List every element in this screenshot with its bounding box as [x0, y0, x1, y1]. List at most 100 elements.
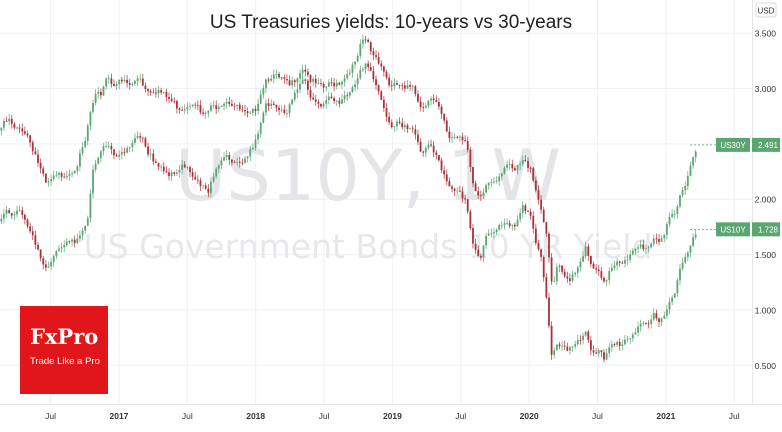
candle-body: [582, 335, 584, 341]
candle-body: [141, 137, 144, 139]
candle-body: [272, 74, 275, 79]
candle-body: [626, 259, 629, 261]
candle-body: [663, 234, 666, 239]
candle-body: [155, 161, 157, 163]
candle-body: [147, 146, 149, 155]
symbol-badge: [716, 137, 750, 152]
candle-body: [322, 103, 325, 107]
watermark-symbol: US10Y, 1W: [175, 135, 561, 217]
candle-body: [147, 89, 149, 92]
candle-body: [265, 79, 267, 89]
x-axis: Jul 2017 Jul 2018 Jul 2019 Jul 2020 Jul 2021 Jul: [45, 411, 740, 421]
candle-body: [647, 247, 650, 249]
candle-body: [241, 109, 244, 111]
candle-body: [330, 96, 333, 99]
candle-body: [65, 241, 68, 246]
candle-body: [584, 246, 587, 257]
candle-body: [215, 105, 218, 109]
candle-body: [600, 350, 603, 353]
candle-body: [605, 280, 608, 282]
candle-body: [343, 95, 346, 100]
candle-body: [377, 56, 380, 64]
candle-body: [487, 182, 490, 186]
candle-body: [618, 261, 621, 263]
candle-body: [204, 185, 207, 189]
x-tick-label: Jul: [182, 411, 193, 421]
price-badge-US10Y: US10Y 1.728: [690, 222, 780, 237]
candle-body: [113, 149, 115, 156]
candle-body: [597, 269, 600, 272]
candle-body: [537, 190, 540, 200]
candle-body: [44, 173, 47, 183]
candle-body: [92, 102, 94, 112]
candle-body: [223, 157, 225, 161]
candle-body: [330, 82, 333, 84]
candle-body: [278, 107, 280, 111]
candle-body: [231, 159, 233, 163]
candle-body: [629, 338, 632, 340]
candle-body: [37, 244, 39, 250]
candle-body: [406, 125, 409, 129]
candle-body: [47, 181, 50, 183]
candle-body: [29, 226, 32, 232]
candle-body: [451, 186, 453, 189]
candle-body: [597, 350, 600, 354]
candle-body: [97, 157, 100, 164]
candle-body: [178, 108, 181, 110]
candle-body: [296, 89, 299, 93]
candle-body: [624, 260, 626, 264]
candle-body: [419, 101, 422, 108]
candle-body: [498, 225, 501, 230]
candle-body: [333, 98, 335, 101]
candle-body: [403, 85, 406, 89]
candle-body: [246, 111, 249, 114]
candle-body: [175, 172, 178, 174]
candle-body: [21, 210, 24, 215]
candle-body: [165, 171, 168, 173]
plot-frame: [0, 0, 782, 405]
candle-body: [21, 128, 24, 132]
candle-body: [422, 151, 425, 153]
candle-body: [608, 270, 611, 281]
candle-body: [529, 211, 532, 216]
candle-body: [474, 183, 477, 192]
candle-body: [498, 176, 501, 182]
candle-body: [479, 195, 482, 197]
candle-body: [102, 146, 105, 152]
candle-body: [286, 79, 288, 81]
candle-body: [110, 146, 113, 150]
candle-body: [482, 245, 485, 258]
candle-body: [532, 215, 535, 229]
candle-body: [23, 214, 26, 220]
candle-body: [244, 158, 246, 163]
candle-body: [592, 263, 595, 269]
candle-body: [26, 219, 29, 227]
candle-body: [603, 352, 605, 360]
candle-body: [157, 162, 160, 167]
candle-body: [645, 322, 647, 324]
candle-body: [367, 39, 370, 43]
candle-body: [160, 90, 163, 93]
candle-body: [631, 250, 634, 255]
candle-body: [314, 78, 317, 84]
candle-body: [610, 268, 613, 271]
candle-body: [375, 79, 377, 86]
candle-body: [472, 167, 474, 184]
candle-body: [81, 147, 84, 154]
candle-body: [99, 91, 102, 96]
candle-body: [47, 266, 50, 268]
candle-body: [275, 74, 278, 75]
candle-body: [29, 135, 32, 143]
candle-body: [500, 224, 503, 226]
candle-body: [228, 101, 231, 104]
price-badge-US30Y: US30Y 2.491: [690, 137, 780, 152]
candle-body: [79, 153, 81, 167]
candle-body: [320, 103, 322, 107]
candle-body: [435, 152, 438, 156]
candle-body: [115, 155, 118, 157]
candle-body: [76, 238, 79, 244]
candle-body: [84, 225, 87, 231]
candle-body: [354, 84, 356, 88]
candle-body: [558, 265, 561, 268]
candle-body: [327, 96, 330, 101]
